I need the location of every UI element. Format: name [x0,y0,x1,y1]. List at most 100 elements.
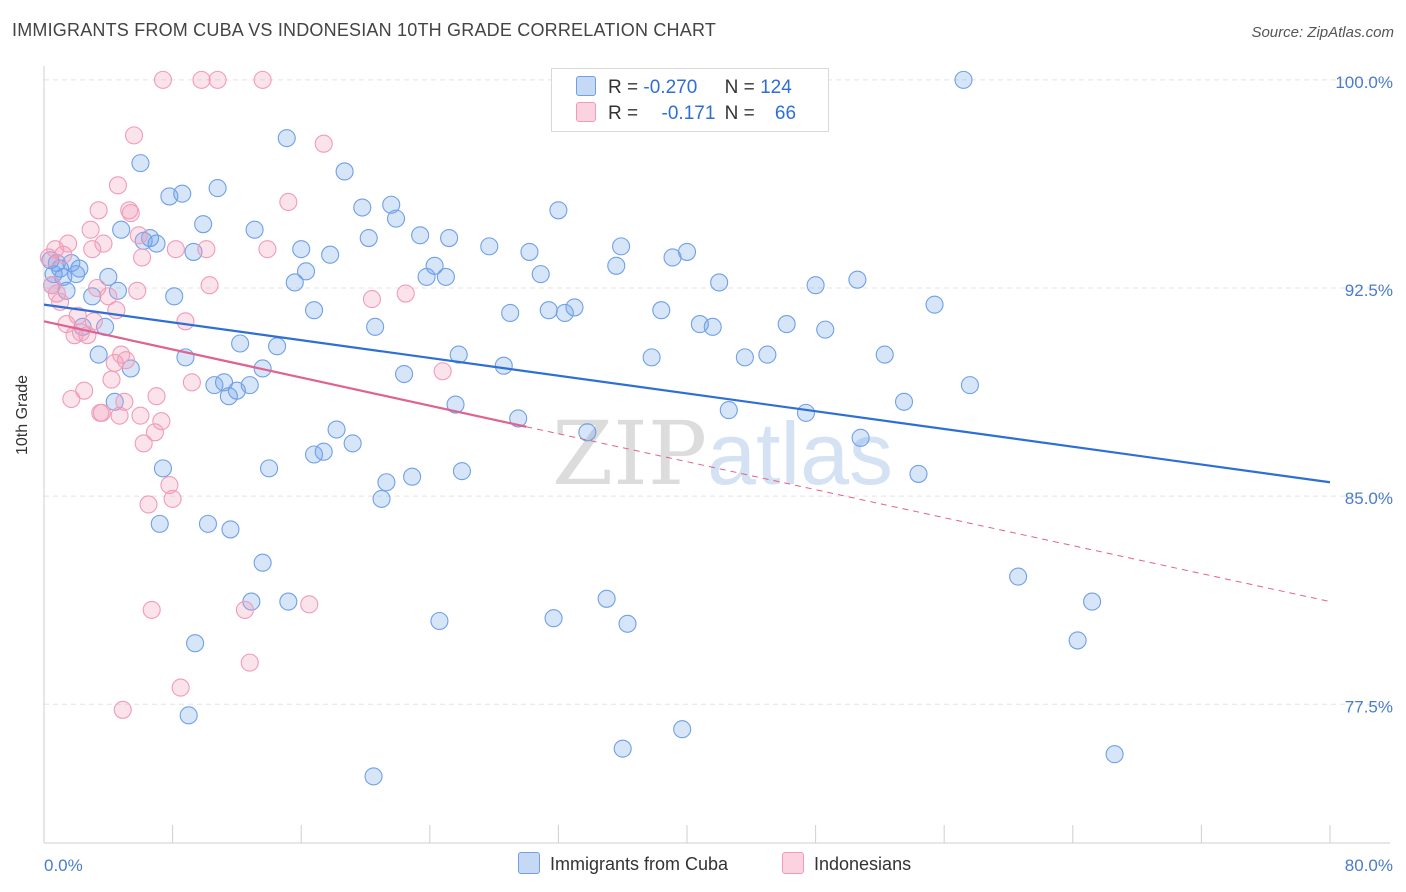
data-point [134,434,153,453]
data-point [67,265,86,284]
data-point [139,495,158,514]
data-point [62,389,81,409]
trend-line [43,320,527,428]
data-point [894,392,914,411]
data-point [214,373,234,392]
data-point [909,464,928,483]
data-point [719,401,738,420]
data-point [84,312,103,331]
data-point [112,345,131,364]
legend-row-indonesians: R = -0.171 N = 66 [576,102,796,126]
data-point [673,720,692,739]
data-point [314,134,333,153]
data-point [208,179,227,198]
data-point [531,265,550,284]
data-point [89,201,108,220]
data-point [200,276,219,295]
y-tick-label: 77.5% [1345,697,1393,716]
y-tick-label: 100.0% [1335,73,1393,92]
data-point [372,489,391,508]
data-point [142,600,161,619]
data-point [163,489,182,508]
data-point [253,553,272,572]
data-point [618,614,637,633]
data-point [124,126,144,145]
data-point [555,303,574,323]
data-point [166,240,185,259]
data-point [411,226,430,245]
bottom-legend-indonesians: Indonesians [782,852,911,875]
data-point [150,514,169,533]
data-point [245,220,264,239]
data-point [285,273,304,292]
data-point [145,423,164,442]
data-point [777,315,796,334]
y-tick-label: 85.0% [1345,489,1393,508]
data-point [113,700,132,719]
data-point [120,201,139,220]
source-label: Source: ZipAtlas.com [1251,24,1394,41]
data-point [446,395,465,414]
data-point [194,215,213,234]
data-point [848,270,867,289]
data-point [652,301,671,320]
data-point [147,387,166,406]
bottom-legend-swatch-indonesians [782,852,804,874]
data-point [395,364,414,384]
data-point [92,403,111,422]
legend-n-value: 124 [760,77,792,98]
legend-r-value: -0.171 [661,103,716,124]
data-point [364,767,383,786]
data-point [425,256,444,275]
data-point [480,237,499,256]
legend-swatch-cuba [576,76,596,96]
data-point [607,256,626,275]
data-point [102,370,121,389]
data-point [133,248,152,267]
data-point [59,234,78,253]
data-point [116,351,136,370]
data-point [105,392,124,411]
data-point [81,220,100,239]
data-point [152,412,171,431]
data-point [436,267,455,286]
data-point [703,317,722,336]
data-point [539,301,558,320]
data-point [710,273,729,292]
bottom-legend-label-cuba: Immigrants from Cuba [550,854,729,874]
watermark-zip: ZIP [552,402,708,505]
data-point [758,345,777,364]
data-point [353,198,372,217]
data-point [219,387,238,406]
data-point [173,184,192,203]
trend-line-extension [526,426,1331,603]
data-point [300,595,319,614]
legend-r-label: R = [608,103,639,124]
data-point [179,706,198,725]
x-tick-label: 0.0% [44,856,83,875]
data-point [259,459,279,478]
data-point [240,653,259,672]
data-point [89,345,108,364]
data-point [42,276,62,295]
data-point [806,276,825,295]
data-point [121,204,140,223]
data-point [851,428,870,447]
data-point [279,592,298,611]
data-point [327,420,346,439]
data-point [796,403,816,422]
data-point [115,392,134,411]
data-point [54,245,73,264]
data-points [39,70,1124,786]
data-point [129,226,148,245]
data-point [258,240,277,259]
data-point [99,287,118,306]
data-point [377,473,396,492]
data-point [165,287,184,306]
data-point [182,373,201,392]
data-point [305,445,324,464]
data-point [544,609,563,628]
data-point [612,237,631,256]
legend-n-value: 66 [774,103,797,124]
